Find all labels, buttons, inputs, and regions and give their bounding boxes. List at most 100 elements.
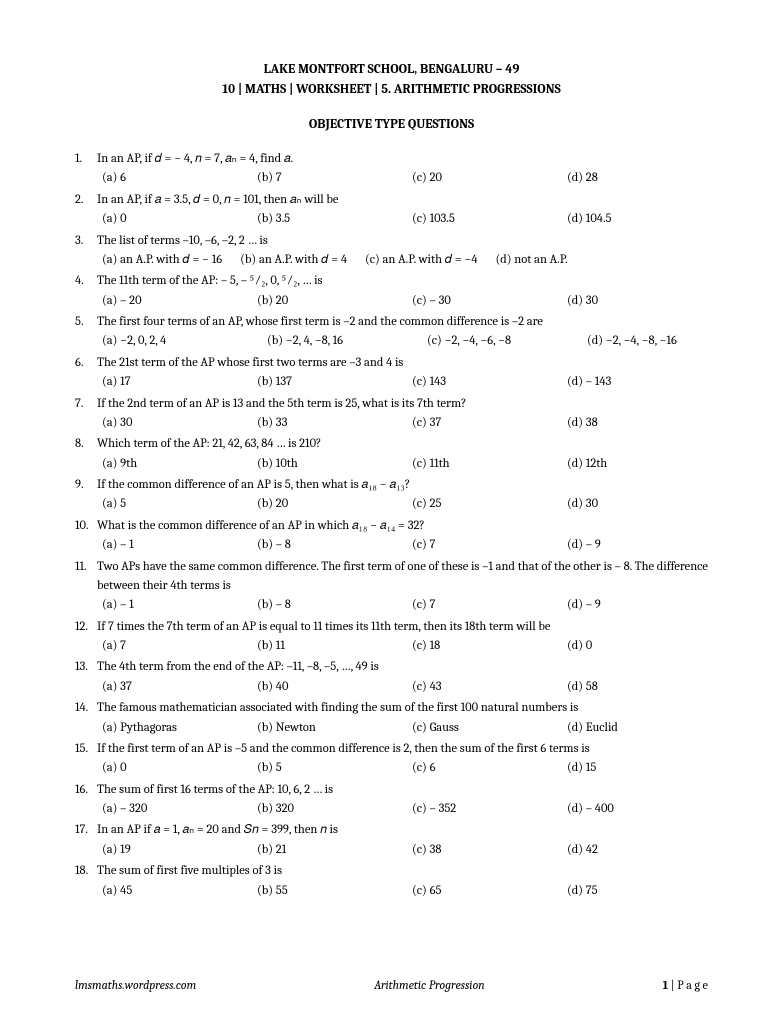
option: (a) 0 [102,210,257,229]
option: (a) – 1 [102,596,257,615]
question-number: 8. [75,435,97,454]
question-number: 2. [75,191,97,210]
option: (d) 30 [567,292,687,311]
question: 1.In an AP, if 𝑑 = − 4, 𝑛 = 7, 𝑎ₙ = 4, f… [75,150,708,189]
option: (d) 30 [567,495,687,514]
question-number: 11. [75,558,97,597]
question-text: If the first term of an AP is –5 and the… [97,740,708,759]
question-text: If the common difference of an AP is 5, … [97,476,708,495]
option: (d) 0 [567,637,687,656]
option: (a) Pythagoras [102,719,257,738]
option: (a) – 320 [102,800,257,819]
option: (d) – 400 [567,800,687,819]
question-options: (a) −2, 0, 2, 4(b) −2, 4, −8, 16(c) −2, … [102,332,708,351]
option: (d) 42 [567,841,687,860]
option: (b) 11 [257,637,412,656]
footer-page: 1 | P a g e [663,978,708,992]
option: (c) 7 [412,596,567,615]
question-text: What is the common difference of an AP i… [97,517,708,536]
option: (c) 6 [412,759,567,778]
question-options: (a) – 320(b) 320(c) – 352(d) – 400 [102,800,708,819]
question-options: (a) 17(b) 137(c) 143(d) – 143 [102,373,708,392]
question-text: In an AP, if 𝑑 = − 4, 𝑛 = 7, 𝑎ₙ = 4, fin… [97,150,708,169]
option: (b) 33 [257,414,412,433]
footer-center: Arithmetic Progression [374,978,484,992]
option: (b) 20 [257,292,412,311]
question-number: 9. [75,476,97,495]
question: 17.In an AP if 𝑎 = 1, 𝑎ₙ = 20 and 𝑆𝑛 = 3… [75,821,708,860]
question-options: (a) 30(b) 33(c) 37(d) 38 [102,414,708,433]
question: 11.Two APs have the same common differen… [75,558,708,616]
question-number: 7. [75,395,97,414]
option: (b) 5 [257,759,412,778]
option: (b) −2, 4, −8, 16 [267,332,427,351]
question-number: 4. [75,272,97,291]
question-number: 1. [75,150,97,169]
question-options: (a) – 1(b) – 8(c) 7(d) – 9 [102,596,708,615]
question-text: The sum of first 16 terms of the AP: 10,… [97,781,708,800]
footer-left: lmsmaths.wordpress.com [75,978,196,992]
question: 15.If the first term of an AP is –5 and … [75,740,708,779]
section-title: OBJECTIVE TYPE QUESTIONS [75,117,708,132]
option: (c) Gauss [412,719,567,738]
question: 2.In an AP, if 𝑎 = 3.5, 𝑑 = 0, 𝑛 = 101, … [75,191,708,230]
question-options: (a) Pythagoras(b) Newton(c) Gauss(d) Euc… [102,719,708,738]
option: (b) 137 [257,373,412,392]
question-text: Which term of the AP: 21, 42, 63, 84 … i… [97,435,708,454]
option: (a) 30 [102,414,257,433]
question-options: (a) 45(b) 55(c) 65(d) 75 [102,882,708,901]
option: (c) 38 [412,841,567,860]
question: 13.The 4th term from the end of the AP: … [75,658,708,697]
option: (c) 37 [412,414,567,433]
question-text: In an AP, if 𝑎 = 3.5, 𝑑 = 0, 𝑛 = 101, th… [97,191,708,210]
option: (b) – 8 [257,536,412,555]
option: (c) 65 [412,882,567,901]
question: 12.If 7 times the 7th term of an AP is e… [75,618,708,657]
question-options: (a) – 1(b) – 8(c) 7(d) – 9 [102,536,708,555]
option: (a) 17 [102,373,257,392]
option: (a) 45 [102,882,257,901]
question-number: 13. [75,658,97,677]
option: (b) 3.5 [257,210,412,229]
option: (d) – 9 [567,596,687,615]
school-header: LAKE MONTFORT SCHOOL, BENGALURU – 49 10 … [75,60,708,99]
option: (c) 20 [412,169,567,188]
header-line2: 10 | MATHS | WORKSHEET | 5. ARITHMETIC P… [75,80,708,100]
question-number: 16. [75,781,97,800]
option: (a) −2, 0, 2, 4 [102,332,267,351]
question: 3.The list of terms –10, –6, –2, 2 … is(… [75,232,708,271]
option: (b) 10th [257,455,412,474]
question-text: Two APs have the same common difference.… [97,558,708,597]
question-options: (a) 0(b) 5(c) 6(d) 15 [102,759,708,778]
question-text: In an AP if 𝑎 = 1, 𝑎ₙ = 20 and 𝑆𝑛 = 399,… [97,821,708,840]
question-number: 17. [75,821,97,840]
question: 16.The sum of first 16 terms of the AP: … [75,781,708,820]
option: (c) −2, −4, −6, −8 [427,332,587,351]
question-text: The list of terms –10, –6, –2, 2 … is [97,232,708,251]
option: (c) – 352 [412,800,567,819]
question-number: 6. [75,354,97,373]
question-text: The 21st term of the AP whose first two … [97,354,708,373]
option: (b) 20 [257,495,412,514]
option: (b) Newton [257,719,412,738]
option: (c) 43 [412,678,567,697]
header-line1: LAKE MONTFORT SCHOOL, BENGALURU – 49 [75,60,708,80]
option: (b) an A.P. with 𝑑 = 4 [240,251,347,270]
option: (d) 58 [567,678,687,697]
question-options: (a) an A.P. with 𝑑 = − 16 (b) an A.P. wit… [102,251,708,270]
option: (a) 9th [102,455,257,474]
question-text: If 7 times the 7th term of an AP is equa… [97,618,708,637]
option: (b) 320 [257,800,412,819]
question: 9.If the common difference of an AP is 5… [75,476,708,515]
question-text: The first four terms of an AP, whose fir… [97,313,708,332]
question-text: The 4th term from the end of the AP: –11… [97,658,708,677]
option: (d) 104.5 [567,210,687,229]
option: (c) 11th [412,455,567,474]
option: (a) 5 [102,495,257,514]
option: (a) an A.P. with 𝑑 = − 16 [102,251,222,270]
option: (d) 15 [567,759,687,778]
option: (b) 7 [257,169,412,188]
option: (a) – 1 [102,536,257,555]
option: (d) 75 [567,882,687,901]
option: (d) −2, −4, −8, −16 [587,332,707,351]
